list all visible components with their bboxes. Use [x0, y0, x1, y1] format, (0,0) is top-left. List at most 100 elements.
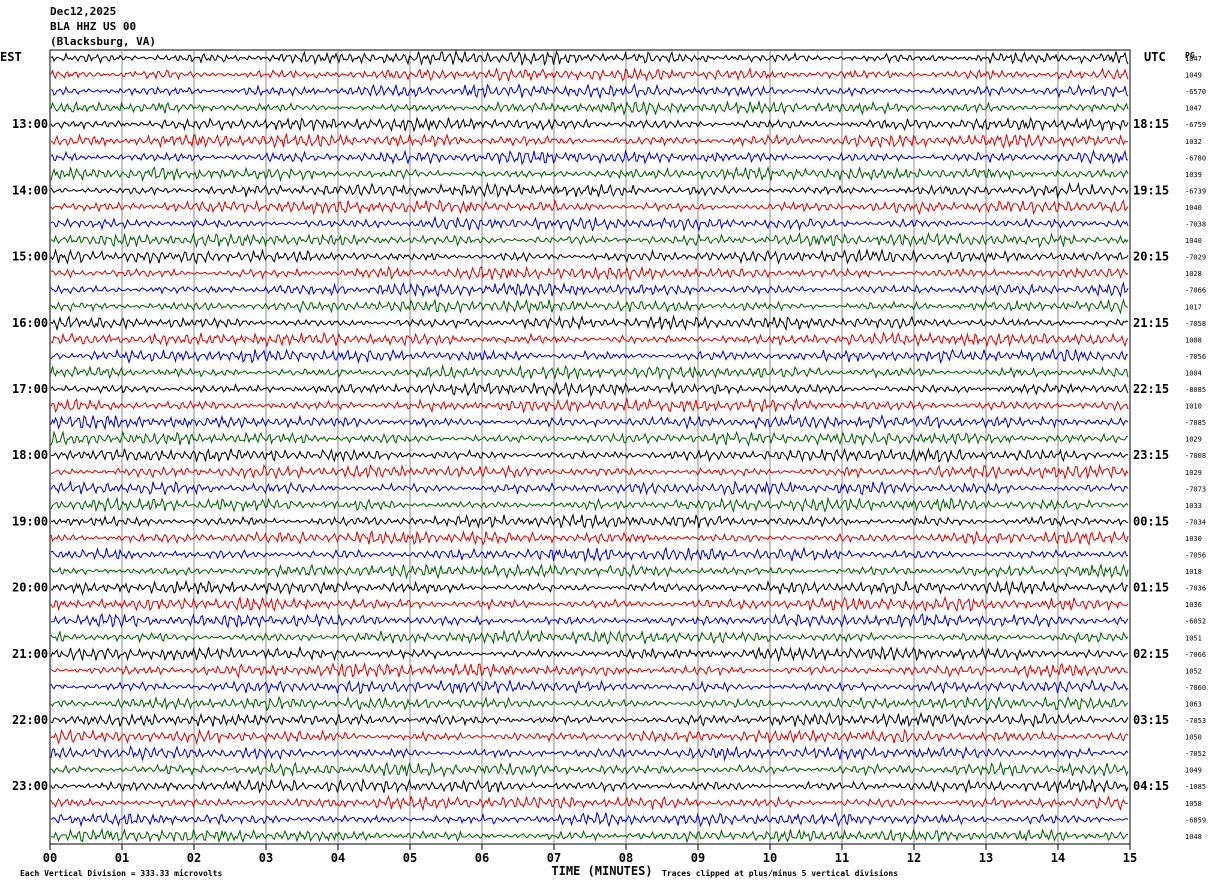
seismic-trace — [50, 132, 1129, 149]
seismic-trace — [50, 728, 1129, 746]
trace-value-label: 1028 — [1185, 270, 1202, 278]
trace-value-label: -7052 — [1185, 750, 1206, 758]
trace-value-label: -7008 — [1185, 452, 1206, 460]
seismic-trace — [50, 546, 1129, 563]
x-axis-label: TIME (MINUTES) — [551, 864, 652, 878]
trace-value-label: -8085 — [1185, 386, 1206, 394]
seismic-trace — [50, 116, 1129, 133]
trace-value-label: 1049 — [1185, 72, 1202, 80]
utc-hour-label: 00:15 — [1133, 514, 1169, 528]
trace-value-label: 1051 — [1185, 634, 1202, 642]
seismic-trace — [50, 149, 1129, 166]
seismic-trace — [50, 496, 1129, 514]
trace-value-label: 1047 — [1185, 105, 1202, 113]
seismic-trace — [50, 777, 1129, 794]
trace-value-label: 1052 — [1185, 667, 1202, 675]
trace-value-label: -7060 — [1185, 684, 1206, 692]
utc-hour-label: 22:15 — [1133, 382, 1169, 396]
est-hour-label: 22:00 — [12, 713, 48, 727]
trace-value-label: 1050 — [1185, 734, 1202, 742]
est-hour-label: 21:00 — [12, 647, 48, 661]
seismic-trace — [50, 49, 1129, 67]
x-tick-label: 03 — [259, 851, 273, 865]
seismic-trace — [50, 761, 1129, 779]
seismic-trace — [50, 563, 1129, 580]
trace-value-label: -1085 — [1185, 783, 1206, 791]
x-tick-label: 02 — [187, 851, 201, 865]
seismic-trace — [50, 711, 1129, 728]
seismic-trace — [50, 513, 1129, 530]
est-hour-label: 18:00 — [12, 448, 48, 462]
trace-value-label: -7029 — [1185, 254, 1206, 262]
trace-value-label: -7066 — [1185, 651, 1206, 659]
seismic-trace — [50, 430, 1129, 447]
clipping-note: Traces clipped at plus/minus 5 vertical … — [662, 868, 898, 878]
utc-hour-label: 04:15 — [1133, 779, 1169, 793]
trace-value-label: 1040 — [1185, 204, 1202, 212]
x-tick-label: 14 — [1051, 851, 1065, 865]
station-code: BLA HHZ US 00 — [50, 20, 137, 33]
trace-value-label: -7066 — [1185, 287, 1206, 295]
seismic-trace — [50, 248, 1129, 265]
x-tick-label: 13 — [979, 851, 993, 865]
plot-frame — [49, 49, 1131, 845]
x-tick-label: 12 — [907, 851, 921, 865]
seismic-trace — [50, 66, 1129, 82]
x-tick-label: 10 — [763, 851, 777, 865]
seismic-trace — [50, 530, 1129, 547]
trace-value-label: 1063 — [1185, 700, 1202, 708]
x-tick-label: 05 — [403, 851, 417, 865]
est-hour-label: 15:00 — [12, 250, 48, 264]
seismic-trace — [50, 695, 1129, 712]
trace-value-label: 1017 — [1185, 303, 1202, 311]
seismic-trace — [50, 181, 1129, 199]
seismic-trace — [50, 745, 1129, 762]
seismic-trace — [50, 612, 1129, 629]
trace-value-label: 1004 — [1185, 369, 1202, 377]
est-hour-label: 17:00 — [12, 382, 48, 396]
seismic-trace — [50, 447, 1129, 464]
trace-value-label: 1030 — [1185, 535, 1202, 543]
seismic-trace — [50, 364, 1129, 381]
utc-hour-label: 21:15 — [1133, 316, 1169, 330]
est-hour-label: 19:00 — [12, 514, 48, 528]
est-hour-label: 23:00 — [12, 779, 48, 793]
seismic-trace — [50, 579, 1129, 596]
seismic-trace — [50, 281, 1129, 298]
seismic-trace — [50, 215, 1129, 232]
trace-value-label: 1049 — [1185, 767, 1202, 775]
trace-value-label: -6052 — [1185, 618, 1206, 626]
seismic-trace — [50, 100, 1129, 117]
x-tick-label: 06 — [475, 851, 489, 865]
trace-value-label: -7036 — [1185, 585, 1206, 593]
trace-value-label: 1048 — [1185, 833, 1202, 841]
trace-value-label: 1032 — [1185, 138, 1202, 146]
trace-value-label: -7085 — [1185, 419, 1206, 427]
seismic-trace — [50, 331, 1129, 348]
seismic-trace — [50, 231, 1129, 249]
utc-hour-label: 01:15 — [1133, 581, 1169, 595]
trace-value-label: 1029 — [1185, 469, 1202, 477]
seismic-trace — [50, 794, 1129, 812]
trace-value-label: -7056 — [1185, 552, 1206, 560]
x-tick-label: 07 — [547, 851, 561, 865]
seismic-trace — [50, 595, 1129, 613]
seismic-trace — [50, 82, 1129, 100]
est-hour-label: 20:00 — [12, 581, 48, 595]
corner-label: PG — [1185, 51, 1195, 60]
x-tick-label: 04 — [331, 851, 345, 865]
seismic-trace — [50, 347, 1129, 365]
utc-hour-label: 02:15 — [1133, 647, 1169, 661]
seismic-trace — [50, 678, 1129, 695]
utc-hour-label: 19:15 — [1133, 183, 1169, 197]
x-tick-label: 09 — [691, 851, 705, 865]
utc-hour-label: 23:15 — [1133, 448, 1169, 462]
trace-value-label: -7038 — [1185, 221, 1206, 229]
trace-value-label: 1058 — [1185, 800, 1202, 808]
utc-hour-label: 20:15 — [1133, 250, 1169, 264]
seismic-trace — [50, 661, 1129, 679]
utc-timezone-label: UTC — [1144, 50, 1166, 64]
trace-value-label: 1010 — [1185, 403, 1202, 411]
x-tick-label: 08 — [619, 851, 633, 865]
